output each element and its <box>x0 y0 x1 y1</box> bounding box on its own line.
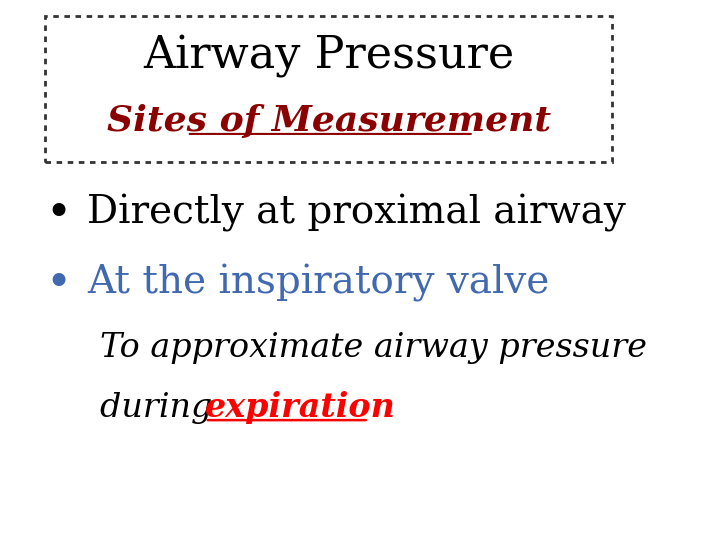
Text: during: during <box>100 392 223 424</box>
Text: expiration: expiration <box>205 391 396 424</box>
Text: Directly at proximal airway: Directly at proximal airway <box>87 194 626 232</box>
Text: Airway Pressure: Airway Pressure <box>143 35 514 78</box>
Text: To approximate airway pressure: To approximate airway pressure <box>100 332 647 365</box>
Text: Sites of Measurement: Sites of Measurement <box>107 105 551 138</box>
Text: •: • <box>45 192 71 235</box>
Text: At the inspiratory valve: At the inspiratory valve <box>87 265 549 302</box>
Text: •: • <box>45 262 71 305</box>
